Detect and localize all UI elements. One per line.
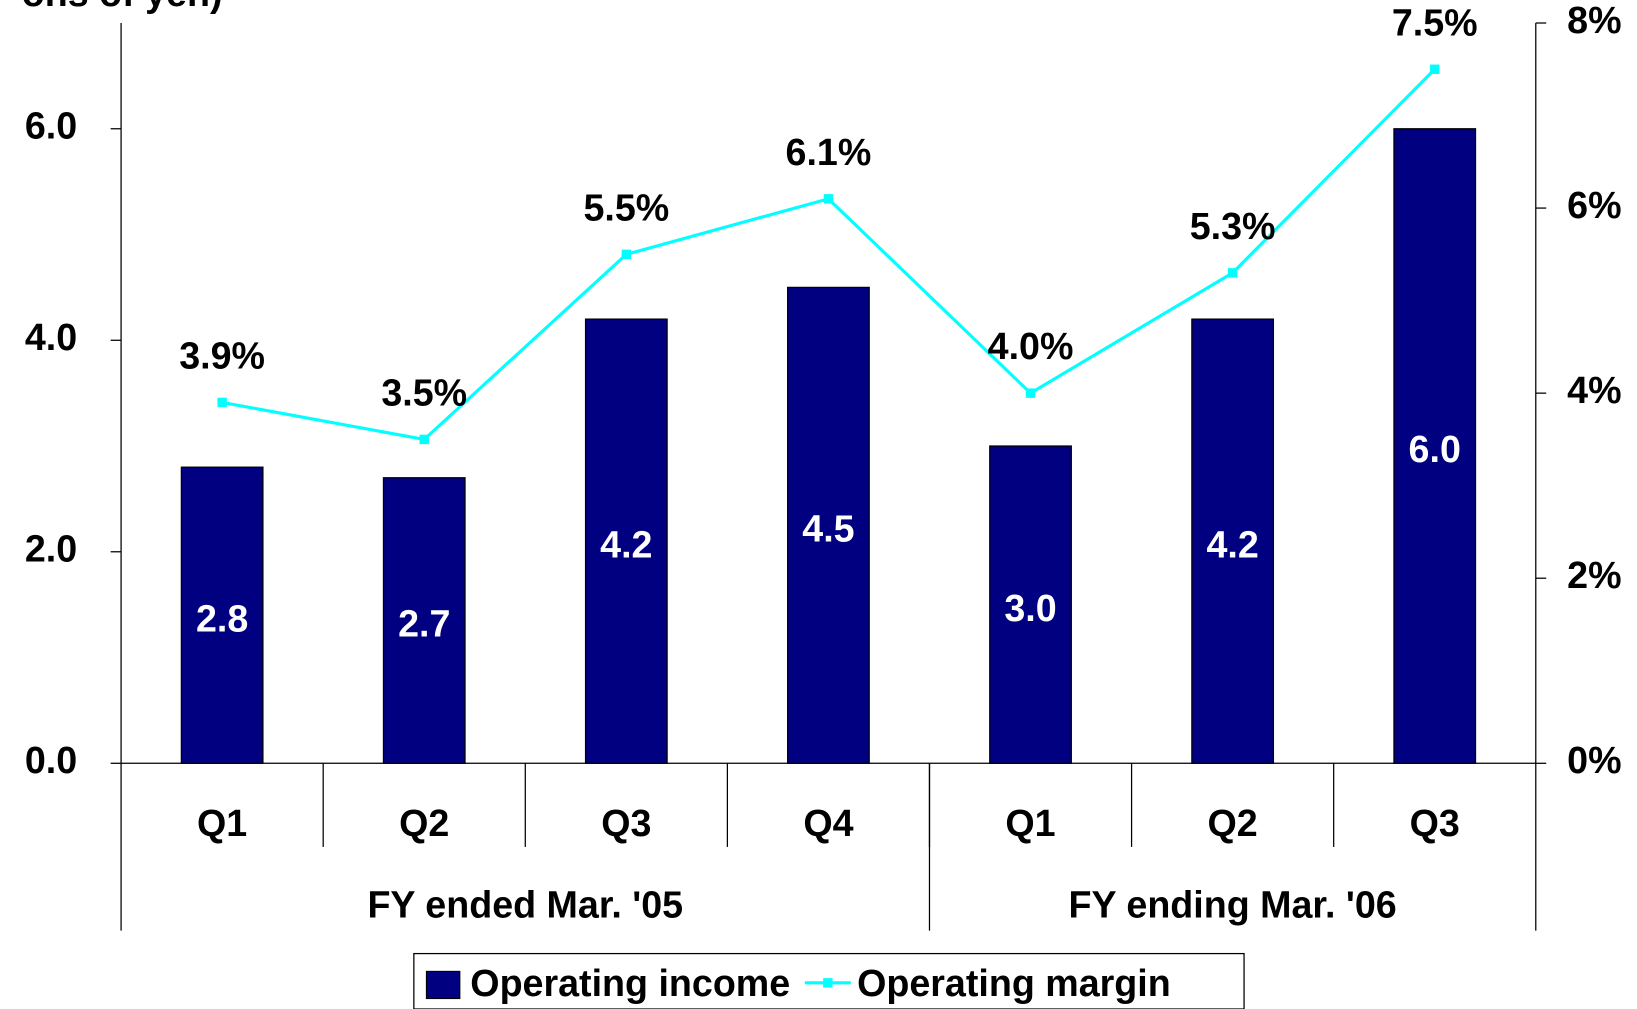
y-tick-label: 4.0 xyxy=(25,316,77,358)
line-value-label: 3.9% xyxy=(179,334,265,376)
line-marker xyxy=(217,397,227,408)
bar xyxy=(382,477,466,764)
x-tick-label: Q4 xyxy=(803,802,853,844)
y2-tick-label: 8% xyxy=(1567,0,1621,41)
y2-tick-label: 6% xyxy=(1567,184,1621,226)
bar xyxy=(1191,318,1275,764)
line-value-label: 7.5% xyxy=(1392,1,1478,43)
x-tick-label: Q2 xyxy=(399,802,449,844)
y-tick-label: 0.0 xyxy=(25,739,77,781)
bar-value-label: 4.5 xyxy=(802,508,854,550)
y-tick-label: 6.0 xyxy=(25,105,77,147)
bar xyxy=(584,318,668,764)
x-tick-label: Q1 xyxy=(197,802,247,844)
legend-label: Operating margin xyxy=(857,962,1171,1004)
bar-value-label: 3.0 xyxy=(1004,587,1056,629)
bar xyxy=(1393,128,1477,764)
line-marker xyxy=(1025,388,1036,398)
legend-label: Operating income xyxy=(470,962,790,1004)
x-tick-label: Q3 xyxy=(601,802,651,844)
line-marker xyxy=(823,194,834,204)
line-value-label: 4.0% xyxy=(988,325,1074,367)
y2-tick-label: 0% xyxy=(1567,739,1621,781)
bar-value-label: 6.0 xyxy=(1409,428,1461,470)
line-marker xyxy=(1430,64,1440,74)
line-marker xyxy=(419,434,429,445)
bar xyxy=(180,466,264,764)
bar-value-label: 4.2 xyxy=(1206,523,1258,565)
line-value-label: 3.5% xyxy=(381,371,467,413)
x-tick-label: Q3 xyxy=(1410,802,1460,844)
group-label: FY ended Mar. '05 xyxy=(367,884,683,926)
line-value-label: 5.5% xyxy=(583,186,669,228)
bar-value-label: 4.2 xyxy=(600,523,652,565)
line-value-label: 6.1% xyxy=(786,131,872,173)
bar xyxy=(787,286,870,764)
bar-value-label: 2.8 xyxy=(196,597,248,639)
x-tick-label: Q2 xyxy=(1208,802,1258,844)
legend-swatch-marker xyxy=(823,978,833,988)
line-value-label: 5.3% xyxy=(1190,205,1276,247)
y-axis-label: ons of yen) xyxy=(22,0,223,14)
x-tick-label: Q1 xyxy=(1005,802,1055,844)
group-label: FY ending Mar. '06 xyxy=(1069,884,1397,926)
y2-tick-label: 4% xyxy=(1567,369,1621,411)
y-tick-label: 2.0 xyxy=(25,528,77,570)
legend-swatch xyxy=(425,970,461,1000)
line-marker xyxy=(621,249,632,260)
bar-value-label: 2.7 xyxy=(398,603,450,645)
y2-tick-label: 2% xyxy=(1567,554,1621,596)
line-marker xyxy=(1227,268,1238,278)
bar xyxy=(989,445,1072,764)
